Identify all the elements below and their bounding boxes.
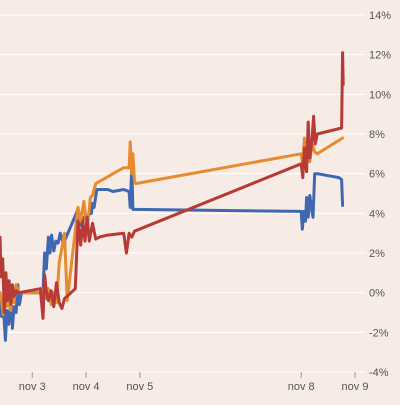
x-tick-label: nov 8 [288,381,315,393]
series-line [0,134,345,316]
y-tick-label: 2% [369,248,385,260]
y-tick-label: 6% [369,169,385,181]
y-tick-label: 4% [369,208,385,220]
y-tick-label: -4% [369,367,389,379]
y-tick-label: -2% [369,327,389,339]
x-tick-label: nov 4 [73,381,100,393]
y-tick-label: 14% [369,10,391,22]
x-tick-label: nov 3 [19,381,46,393]
y-tick-label: 12% [369,50,391,62]
series-group [0,51,345,342]
x-tick-label: nov 5 [126,381,153,393]
y-tick-label: 0% [369,288,385,300]
y-axis: -4% -2% 0% 2% 4% 6% 8% 10% 12% 14% [369,10,391,379]
grid [0,14,365,373]
series-line [0,51,345,320]
y-tick-label: 8% [369,129,385,141]
x-axis: nov 3 nov 4 nov 5 nov 8 nov 9 [19,372,369,393]
x-tick-label: nov 9 [342,381,369,393]
y-tick-label: 10% [369,89,391,101]
series-line [0,164,345,342]
